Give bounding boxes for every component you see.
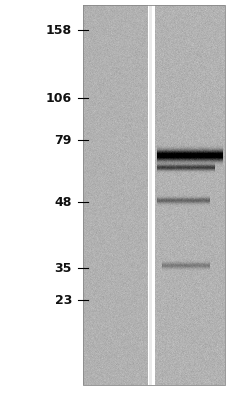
Text: 48: 48 (54, 196, 72, 208)
Text: 35: 35 (54, 262, 72, 274)
Text: 23: 23 (54, 294, 72, 306)
Text: 158: 158 (46, 24, 72, 36)
Text: 106: 106 (46, 92, 72, 104)
Text: 79: 79 (54, 134, 72, 146)
